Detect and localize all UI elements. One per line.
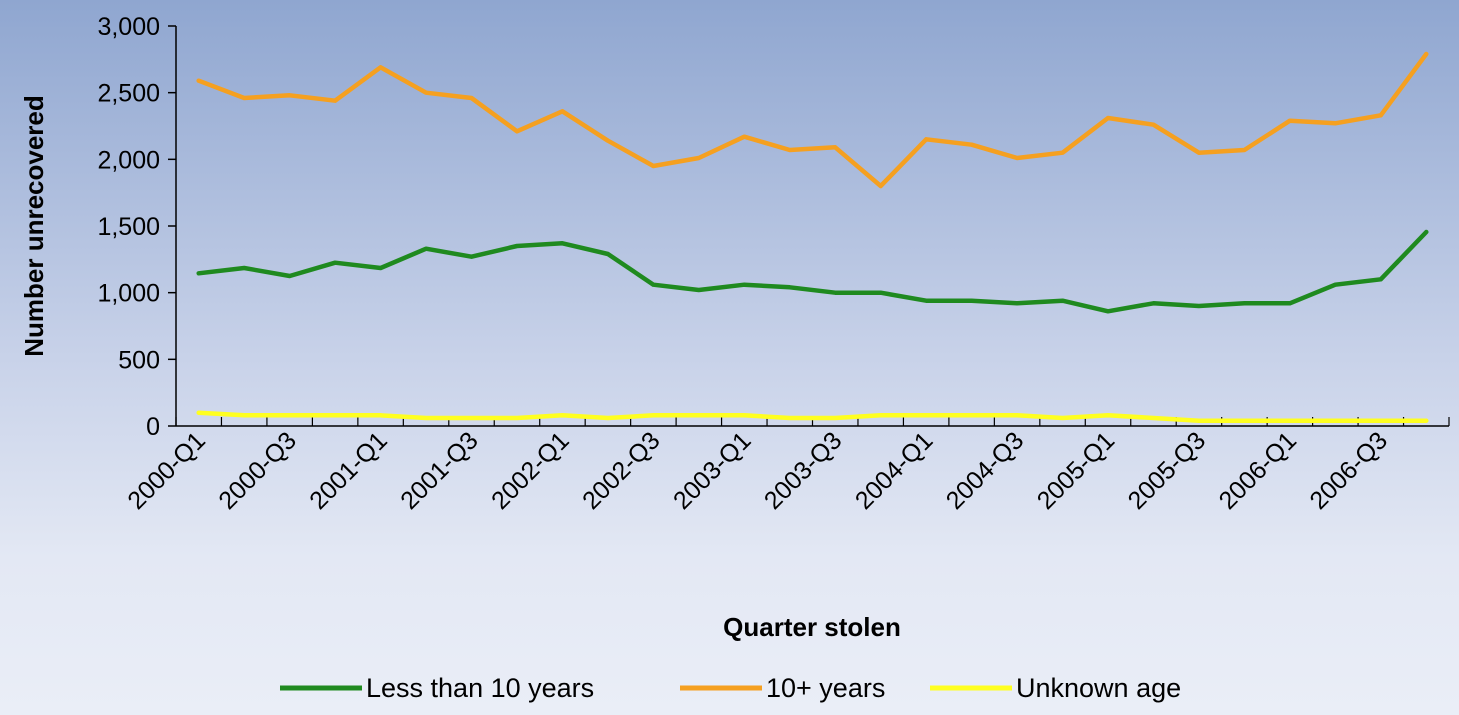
y-axis-title: Number unrecovered [19, 95, 49, 357]
x-tick-label: 2004-Q1 [850, 426, 939, 515]
legend-label: Less than 10 years [366, 673, 594, 703]
series-line-less-than-10-years [196, 229, 1429, 314]
x-tick-label: 2001-Q1 [304, 426, 393, 515]
x-tick-label: 2002-Q3 [577, 426, 666, 515]
y-axis-ticks: 0 500 1,000 1,500 2,000 2,500 3,000 [97, 13, 176, 441]
legend-label: 10+ years [766, 673, 885, 703]
legend-item: Unknown age [930, 673, 1181, 703]
y-tick-label: 3,000 [97, 13, 160, 41]
series-line-unknown-age [196, 410, 1429, 423]
x-tick-label: 2003-Q1 [668, 426, 757, 515]
x-tick-label: 2005-Q1 [1032, 426, 1121, 515]
x-axis-title: Quarter stolen [723, 612, 901, 642]
x-tick-label: 2003-Q3 [759, 426, 848, 515]
x-tick-label: 2000-Q3 [213, 426, 302, 515]
x-tick-label: 2005-Q3 [1123, 426, 1212, 515]
y-tick-label: 1,500 [97, 213, 160, 241]
legend-item: 10+ years [680, 673, 885, 703]
y-tick-label: 2,000 [97, 146, 160, 174]
x-tick-label: 2006-Q3 [1304, 426, 1393, 515]
legend: Less than 10 years 10+ years Unknown age [280, 673, 1181, 703]
series-line-10-years [196, 51, 1429, 189]
series-lines [196, 51, 1429, 423]
legend-label: Unknown age [1016, 673, 1181, 703]
x-tick-label: 2000-Q1 [122, 426, 211, 515]
x-tick-label: 2002-Q1 [486, 426, 575, 515]
x-tick-label: 2004-Q3 [941, 426, 1030, 515]
legend-item: Less than 10 years [280, 673, 594, 703]
y-tick-label: 2,500 [97, 80, 160, 108]
axes [175, 26, 1449, 427]
x-tick-label: 2001-Q3 [395, 426, 484, 515]
x-axis-ticks: 2000-Q1 2000-Q3 2001-Q1 2001-Q3 2002-Q1 2002-… [122, 417, 1450, 515]
y-tick-label: 0 [146, 413, 160, 441]
x-tick-label: 2006-Q1 [1214, 426, 1303, 515]
y-tick-label: 1,000 [97, 280, 160, 308]
y-tick-label: 500 [118, 346, 160, 374]
